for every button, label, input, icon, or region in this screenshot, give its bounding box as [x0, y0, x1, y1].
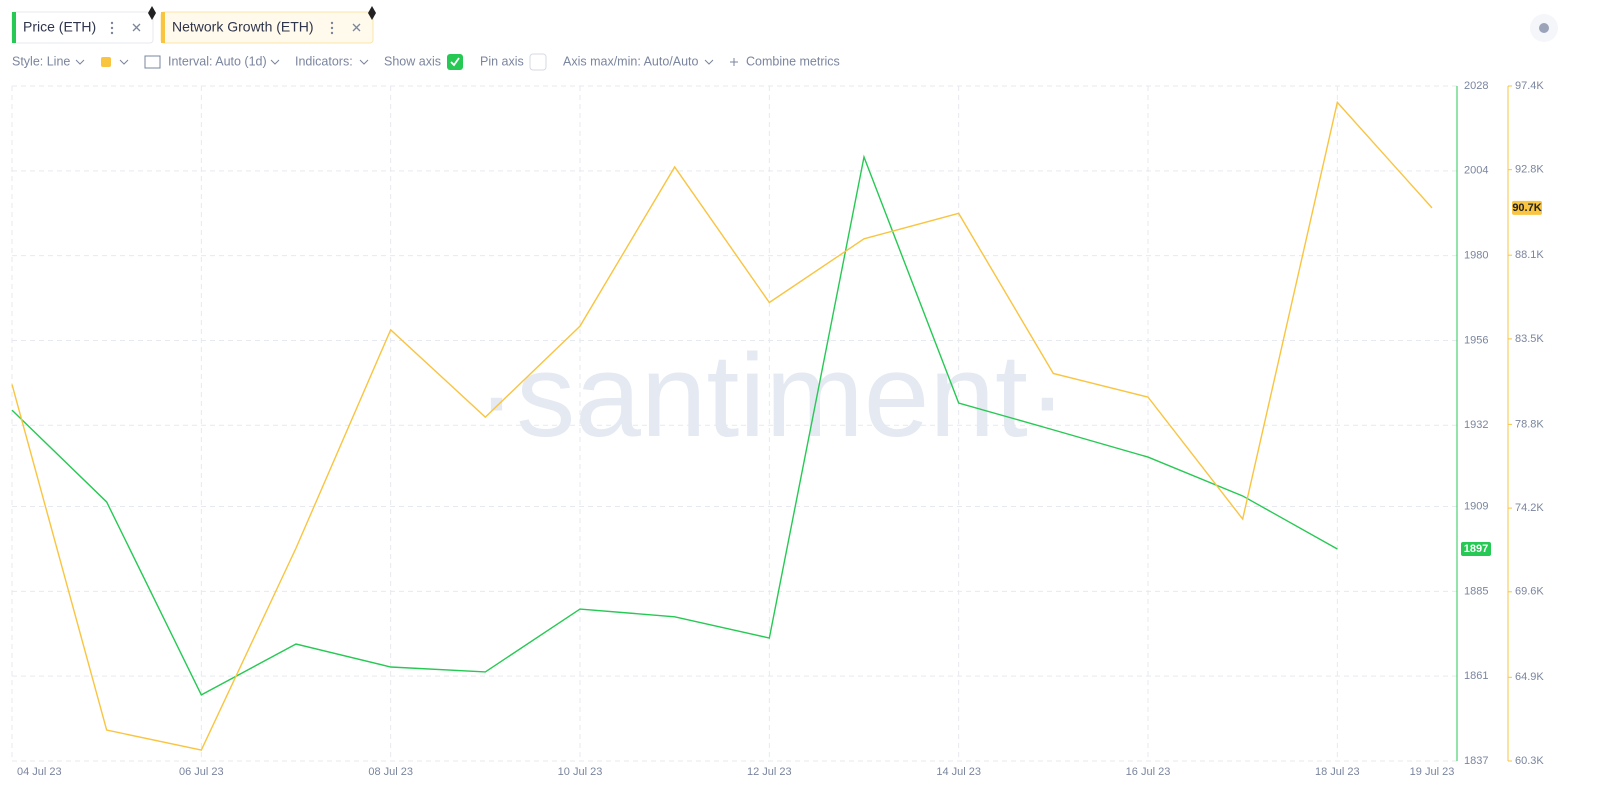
x-tick-label: 12 Jul 23	[747, 766, 792, 778]
y2-tick-label: 69.6K	[1515, 586, 1544, 598]
last-value-badge	[1461, 541, 1491, 556]
x-tick-label: 04 Jul 23	[17, 766, 62, 778]
combine-metrics[interactable]: Combine metrics	[746, 54, 840, 68]
y2-tick-label: 83.5K	[1515, 333, 1544, 345]
watermark: ·santiment·	[477, 330, 1067, 462]
x-tick-label: 08 Jul 23	[368, 766, 413, 778]
y-tick-label: 1837	[1464, 755, 1488, 767]
y-tick-label: 2004	[1464, 165, 1488, 177]
y2-tick-label: 78.8K	[1515, 418, 1544, 430]
metric-tab[interactable]: Price (ETH)	[11, 6, 156, 44]
x-tick-label: 19 Jul 23	[1410, 766, 1455, 778]
x-tick-label: 06 Jul 23	[179, 766, 224, 778]
y2-tick-label: 60.3K	[1515, 755, 1544, 767]
y-tick-label: 1909	[1464, 500, 1488, 512]
tab-label: Network Growth (ETH)	[172, 19, 314, 35]
last-value-badge	[1512, 200, 1542, 215]
y2-tick-label: 92.8K	[1515, 164, 1544, 176]
pin-axis-label: Pin axis	[480, 54, 524, 68]
series-line	[11, 154, 1338, 696]
show-axis-checkbox[interactable]	[447, 54, 463, 70]
x-tick-label: 18 Jul 23	[1315, 766, 1360, 778]
tab-label: Price (ETH)	[23, 19, 96, 35]
y-tick-label: 1980	[1464, 250, 1488, 262]
y2-tick-label: 74.2K	[1515, 502, 1544, 514]
y-tick-label: 1932	[1464, 419, 1488, 431]
y2-tick-label: 97.4K	[1515, 80, 1544, 92]
indicators-select[interactable]: Indicators:	[295, 54, 353, 68]
last-value-label: 1897	[1464, 543, 1488, 555]
x-tick-label: 16 Jul 23	[1126, 766, 1171, 778]
axis-range-select[interactable]: Axis max/min: Auto/Auto	[563, 54, 699, 68]
series-line	[11, 100, 1433, 751]
toolbar: Style: Line Interval: Auto (1d) Indicato…	[12, 53, 840, 71]
show-axis-label: Show axis	[384, 54, 441, 68]
y2-tick-label: 64.9K	[1515, 671, 1544, 683]
interval-select[interactable]: Interval: Auto (1d)	[168, 54, 267, 68]
style-select[interactable]: Style: Line	[12, 54, 70, 68]
pin-axis-checkbox[interactable]	[529, 53, 547, 71]
x-tick-label: 10 Jul 23	[558, 766, 603, 778]
y2-tick-label: 88.1K	[1515, 249, 1544, 261]
color-swatch[interactable]	[101, 57, 111, 67]
y-tick-label: 2028	[1464, 80, 1488, 92]
x-tick-label: 14 Jul 23	[936, 766, 981, 778]
y-tick-label: 1861	[1464, 670, 1488, 682]
y-tick-label: 1956	[1464, 334, 1488, 346]
y-tick-label: 1885	[1464, 585, 1488, 597]
metric-tab[interactable]: Network Growth (ETH)	[160, 6, 376, 44]
last-value-label: 90.7K	[1512, 202, 1541, 214]
